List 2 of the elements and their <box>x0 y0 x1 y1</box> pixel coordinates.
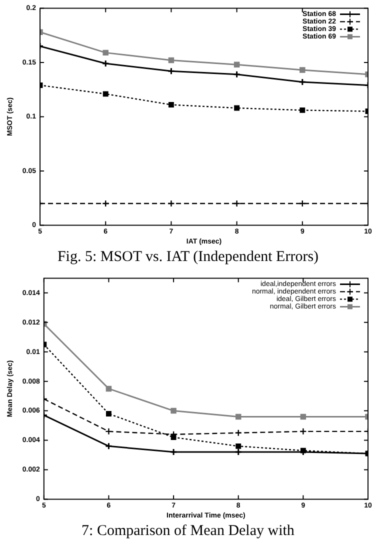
caption: Fig. 5: MSOT vs. IAT (Independent Errors) <box>56 248 320 266</box>
text: 7: Comparison of Mean Delay with <box>80 522 296 540</box>
